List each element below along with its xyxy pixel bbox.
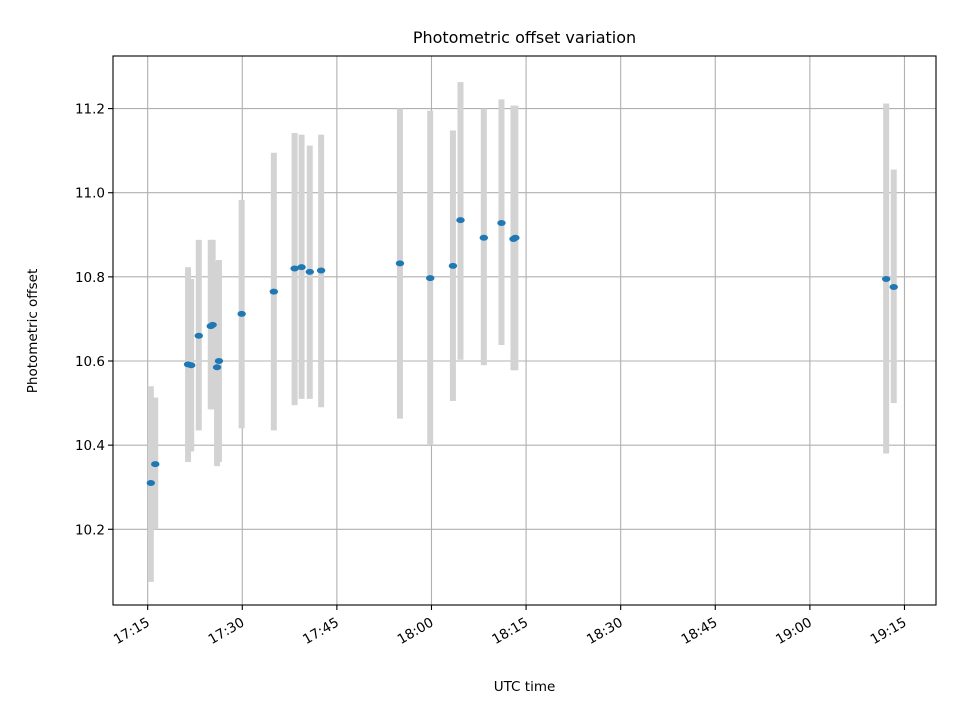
data-point (511, 234, 520, 241)
x-tick-label: 17:15 (111, 615, 153, 648)
data-point (479, 234, 489, 241)
data-point (212, 364, 222, 371)
y-tick-label: 10.4 (75, 438, 105, 454)
error-bars (147, 82, 897, 582)
y-tick-label: 10.8 (75, 270, 105, 286)
x-tick-label: 18:15 (489, 615, 531, 648)
data-point (305, 268, 314, 275)
y-axis-label: Photometric offset (25, 269, 41, 393)
data-point (208, 321, 217, 328)
data-point (151, 461, 160, 468)
data-point (456, 217, 465, 224)
x-tick-label: 19:00 (773, 615, 815, 648)
data-point (426, 275, 435, 282)
data-point (497, 220, 506, 227)
data-point (146, 480, 156, 486)
x-tick-label: 18:00 (395, 615, 437, 648)
data-point (395, 260, 405, 267)
x-axis-label: UTC time (494, 679, 556, 695)
data-point (297, 264, 306, 271)
data-point (316, 267, 326, 274)
x-tick-label: 18:30 (584, 615, 626, 648)
data-point (194, 332, 203, 339)
data-point (237, 310, 246, 317)
x-tick-label: 18:45 (679, 615, 721, 648)
data-point (290, 265, 299, 272)
chart-title: Photometric offset variation (413, 28, 636, 47)
y-tick-label: 11.2 (75, 102, 105, 118)
data-point (448, 262, 458, 269)
y-tick-label: 10.2 (75, 522, 105, 538)
data-point (187, 362, 196, 369)
x-tick-label: 19:15 (868, 615, 910, 648)
data-point (269, 288, 279, 295)
x-tick-label: 17:45 (300, 615, 342, 648)
data-points (146, 217, 898, 486)
data-point (881, 275, 891, 282)
data-point (214, 358, 224, 364)
y-tick-label: 10.6 (75, 354, 105, 370)
x-tick-label: 17:30 (206, 615, 248, 648)
data-point (889, 283, 898, 290)
y-tick-label: 11.0 (75, 186, 105, 202)
grid (113, 56, 936, 605)
plot-frame (112, 55, 937, 606)
